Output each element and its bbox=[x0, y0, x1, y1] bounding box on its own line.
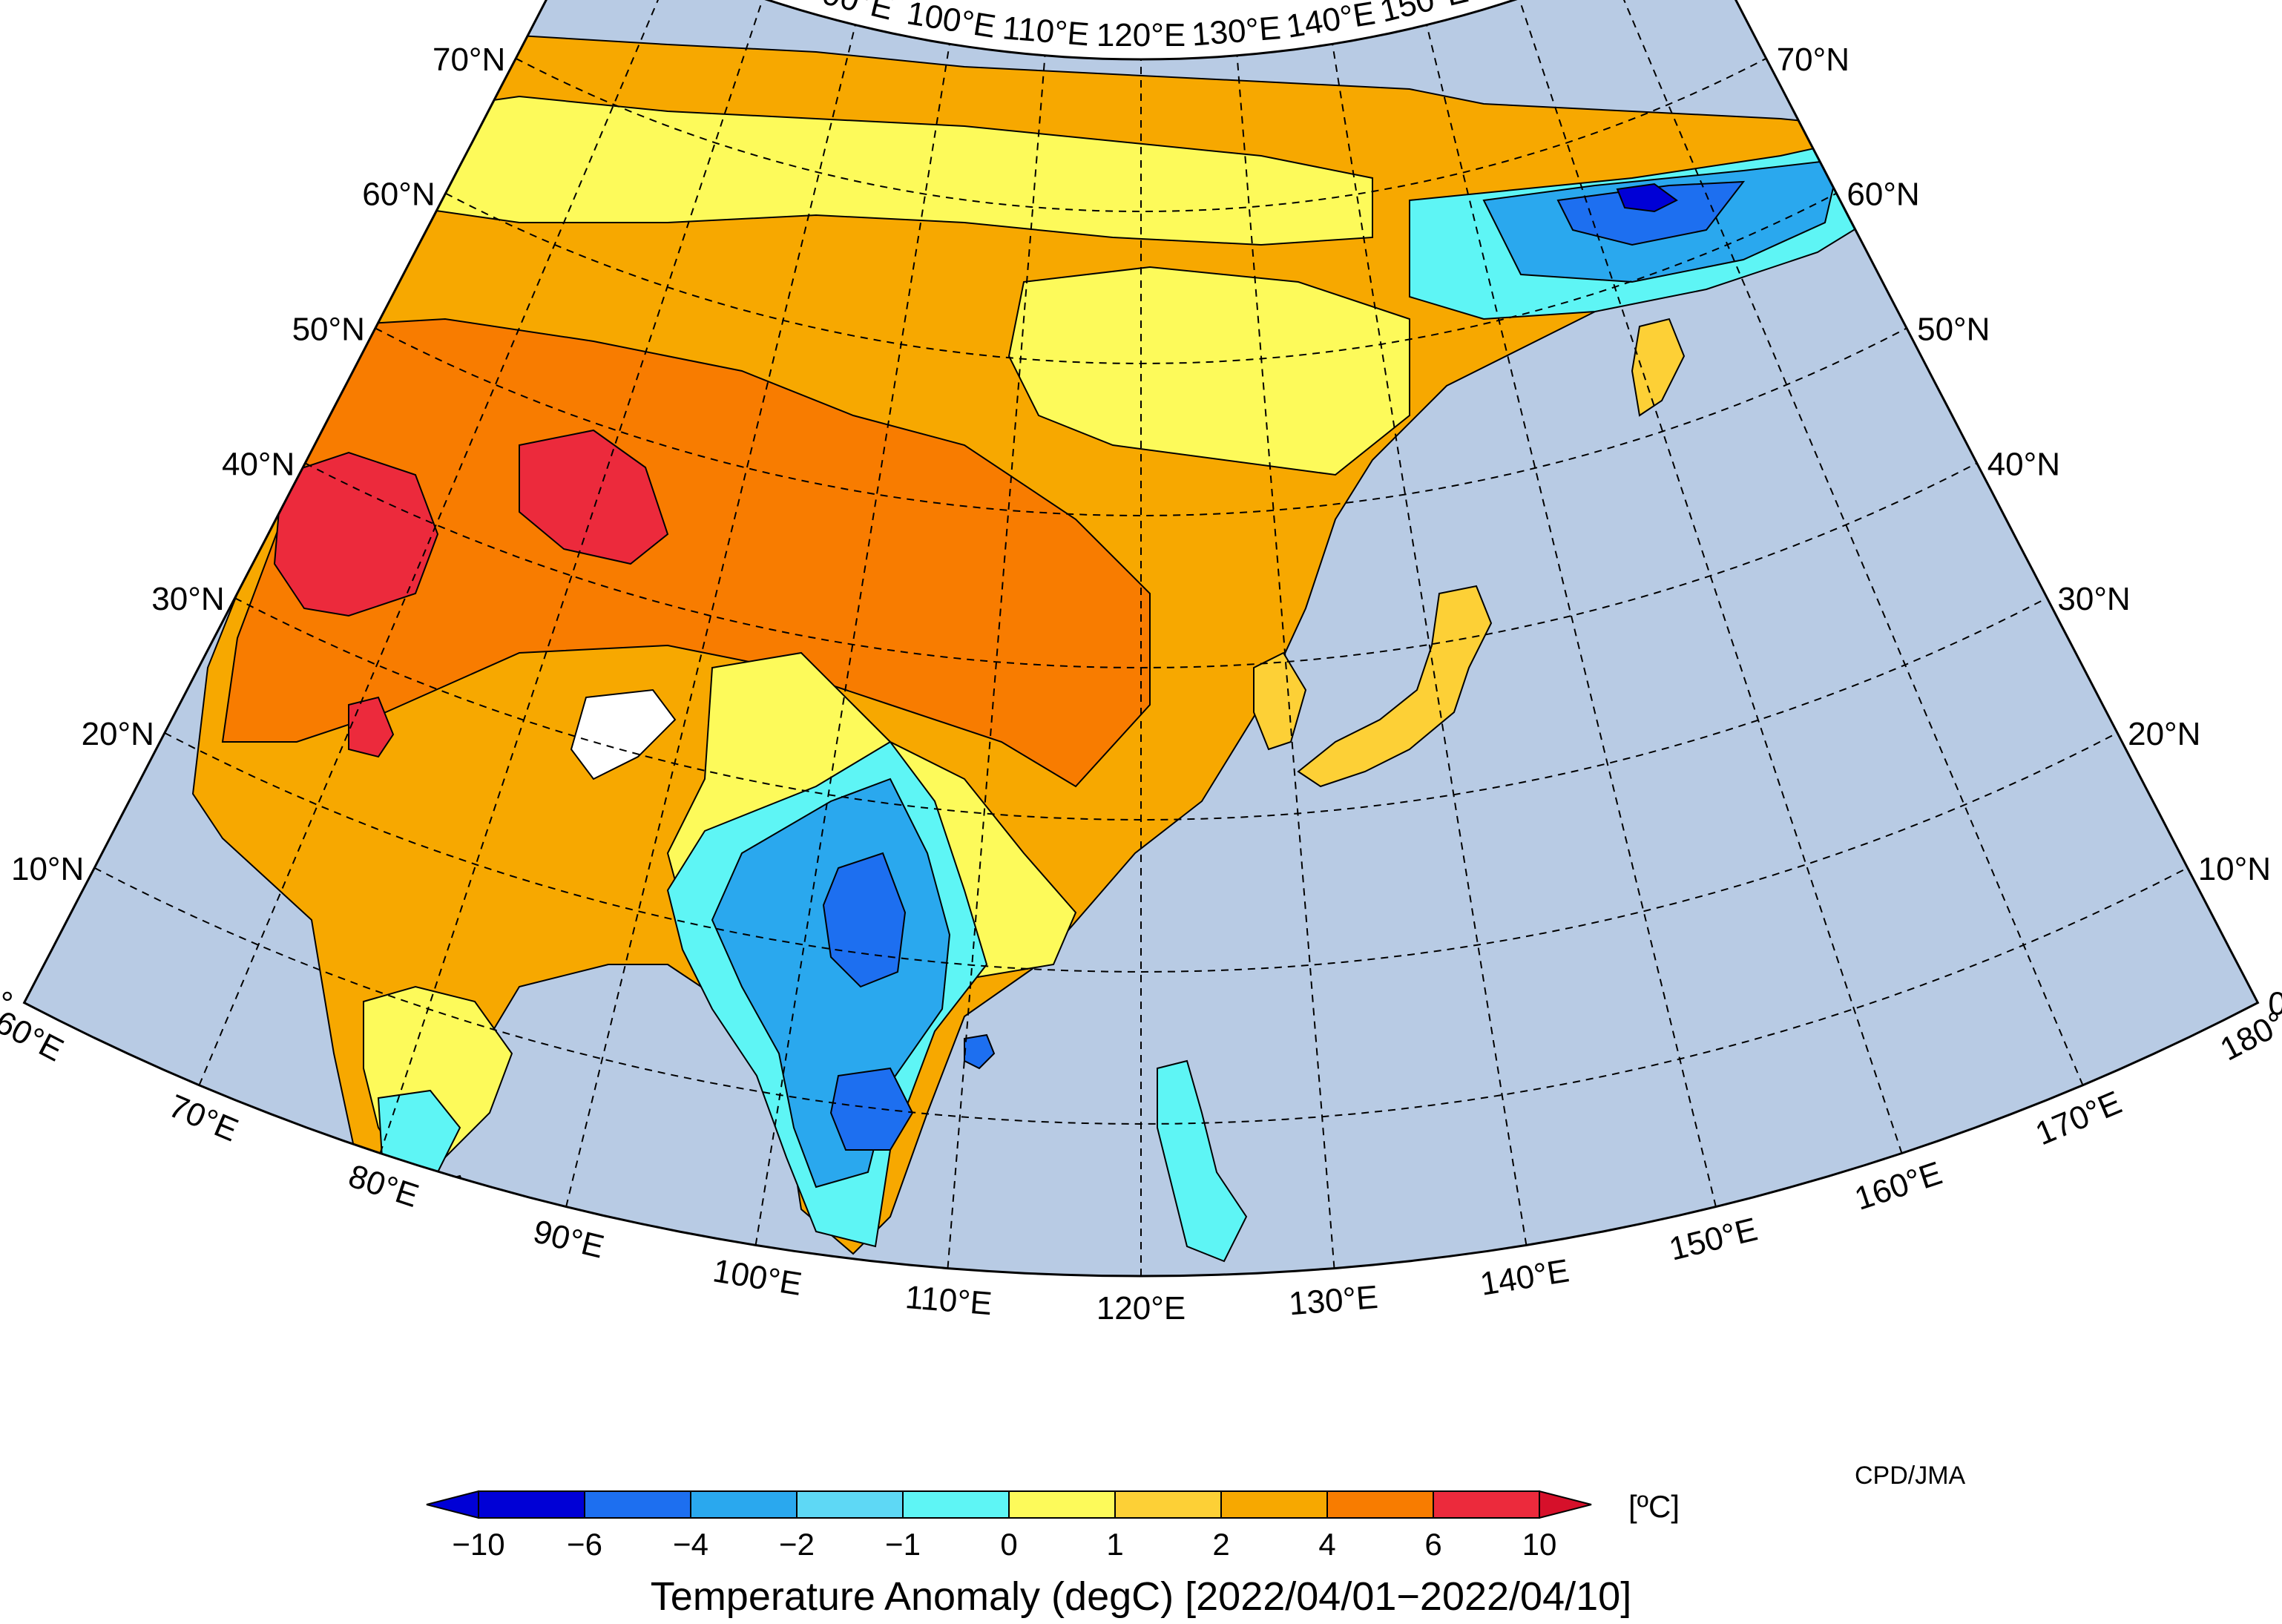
colorbar-tick-label: 2 bbox=[1212, 1527, 1229, 1562]
colorbar-tick-label: 1 bbox=[1106, 1527, 1123, 1562]
meridian-line bbox=[379, 0, 764, 1154]
colorbar-tick-label: −2 bbox=[779, 1527, 815, 1562]
tibet-no-data bbox=[570, 688, 677, 780]
japan bbox=[1297, 585, 1493, 788]
sakhalin bbox=[1631, 318, 1686, 417]
colorbar-over-triangle bbox=[1539, 1490, 1592, 1519]
parallel-line bbox=[445, 192, 1837, 365]
parallel-line bbox=[304, 462, 1978, 669]
meridian-line bbox=[1608, 0, 2084, 1086]
sumatra bbox=[705, 1291, 846, 1417]
graticule bbox=[93, 0, 2189, 1276]
right-lat-tick-label: 40°N bbox=[1987, 446, 2060, 482]
hot-core-west bbox=[273, 451, 439, 617]
map-title: Temperature Anomaly (degC) [2022/04/01−2… bbox=[651, 1574, 1631, 1619]
left-lat-tick-label: 60°N bbox=[362, 177, 435, 213]
left-lat-tick-label: 20°N bbox=[82, 716, 154, 752]
colorbar-unit: [ºC] bbox=[1628, 1489, 1680, 1524]
left-lat-tick-label: 10°N bbox=[11, 851, 84, 887]
colorbar-segment bbox=[1114, 1490, 1222, 1519]
right-lat-tick-label: 30°N bbox=[2057, 581, 2130, 617]
meridian-line bbox=[754, 44, 950, 1246]
top-lon-tick-label: 110°E bbox=[1001, 10, 1091, 53]
colorbar-segment bbox=[796, 1490, 904, 1519]
parallel-line bbox=[234, 597, 2048, 821]
east-siberia-yellow bbox=[1007, 266, 1410, 476]
left-lat-tick-label: 40°N bbox=[222, 446, 295, 482]
colorbar-segment bbox=[1008, 1490, 1116, 1519]
bottom-lon-tick-label: 110°E bbox=[904, 1279, 993, 1322]
left-lat-tick-label: 30°N bbox=[151, 581, 224, 617]
meridian-line bbox=[1332, 44, 1528, 1246]
map-frame bbox=[22, 0, 2260, 1278]
bottom-lon-tick-label: 100°E bbox=[711, 1252, 805, 1303]
parallel-line bbox=[164, 732, 2118, 973]
bottom-lon-tick-label: 90°E bbox=[530, 1213, 608, 1265]
meridian-line bbox=[947, 55, 1046, 1269]
colorbar-tick-label: 0 bbox=[1000, 1527, 1017, 1562]
colorbar-tick-label: −1 bbox=[885, 1527, 921, 1562]
philippines bbox=[1157, 1059, 1248, 1263]
bottom-lon-tick-label: 120°E bbox=[1096, 1290, 1186, 1327]
right-lat-tick-label: 20°N bbox=[2128, 716, 2200, 752]
right-lat-tick-label: 10°N bbox=[2198, 851, 2271, 887]
parallel-line bbox=[93, 867, 2189, 1125]
korea bbox=[1253, 651, 1307, 751]
hainan bbox=[964, 1033, 996, 1070]
southeast-asia-colder-1 bbox=[822, 852, 907, 988]
right-latitude-labels: 0°10°N20°N30°N40°N50°N60°N70°N80°N bbox=[1777, 42, 2282, 1022]
left-lat-tick-label: 50°N bbox=[292, 311, 365, 347]
colorbar-segment bbox=[584, 1490, 691, 1519]
sri-lanka bbox=[444, 1174, 473, 1226]
colorbar-tick-label: 10 bbox=[1522, 1527, 1557, 1562]
right-lat-tick-label: 0° bbox=[2268, 986, 2282, 1022]
colorbar-segment bbox=[690, 1490, 798, 1519]
meridian-line bbox=[1236, 55, 1335, 1269]
bottom-lon-tick-label: 140°E bbox=[1478, 1252, 1572, 1303]
top-lon-tick-label: 120°E bbox=[1096, 17, 1186, 53]
top-lon-tick-label: 130°E bbox=[1190, 10, 1282, 53]
colorbar-tick-label: 6 bbox=[1424, 1527, 1441, 1562]
land-layer bbox=[93, 0, 2189, 1417]
southeast-asia-colder-2 bbox=[829, 1067, 914, 1151]
meridian-line bbox=[1518, 0, 1903, 1154]
far-east-min bbox=[1616, 183, 1678, 213]
bottom-lon-tick-label: 130°E bbox=[1287, 1279, 1379, 1322]
right-lat-tick-label: 50°N bbox=[1917, 311, 1990, 347]
left-lat-tick-label: 0° bbox=[0, 986, 14, 1022]
hot-core-north bbox=[519, 429, 669, 565]
right-lat-tick-label: 60°N bbox=[1847, 177, 1919, 213]
hot-spot-south bbox=[348, 696, 395, 758]
right-lat-tick-label: 70°N bbox=[1777, 42, 1849, 78]
meridian-line bbox=[1426, 24, 1717, 1207]
colorbar-tick-label: −4 bbox=[673, 1527, 708, 1562]
colorbar-tick-label: 4 bbox=[1318, 1527, 1335, 1562]
colorbar-tick-label: −6 bbox=[567, 1527, 602, 1562]
left-latitude-labels: 0°10°N20°N30°N40°N50°N60°N70°N80°N bbox=[0, 42, 505, 1022]
left-lat-tick-label: 70°N bbox=[433, 42, 505, 78]
credit-label: CPD/JMA bbox=[1855, 1462, 1966, 1490]
colorbar-segment bbox=[1220, 1490, 1328, 1519]
bottom-lon-tick-label: 150°E bbox=[1666, 1211, 1761, 1267]
colorbar-segment bbox=[1433, 1490, 1540, 1519]
parallel-line bbox=[375, 327, 1907, 517]
colorbar: −10 −6 −4 −2 −1 0 1 2 4 6 10 bbox=[426, 1490, 1592, 1562]
colorbar-tick-label: −10 bbox=[452, 1527, 504, 1562]
bottom-lon-tick-label: 80°E bbox=[344, 1157, 423, 1214]
siberia-north-band bbox=[415, 95, 1373, 246]
far-east-coldest bbox=[1556, 180, 1746, 246]
meridian-line bbox=[198, 0, 674, 1086]
colorbar-segment bbox=[478, 1490, 585, 1519]
central-asia-warm bbox=[221, 318, 1151, 788]
colorbar-segment bbox=[1326, 1490, 1434, 1519]
parallel-line bbox=[515, 57, 1767, 213]
colorbar-segment bbox=[902, 1490, 1010, 1519]
colorbar-under-triangle bbox=[426, 1490, 479, 1519]
